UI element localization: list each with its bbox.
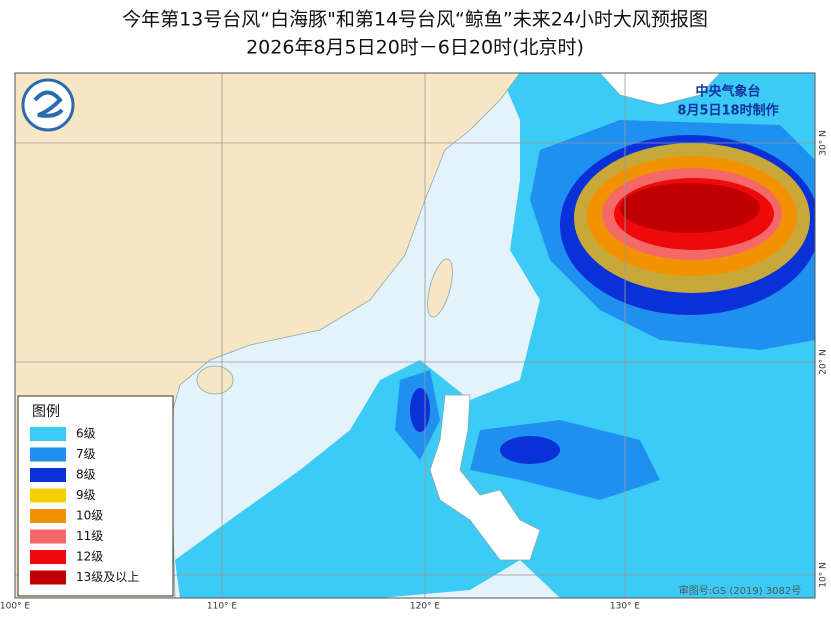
legend-label: 6级 [76,427,96,441]
legend-label: 11级 [76,529,103,543]
legend-swatch [30,447,66,462]
legend-label: 13级及以上 [76,570,139,584]
legend-swatch [30,550,66,564]
issue-time: 8月5日18时制作 [677,103,778,119]
land-taiwan [427,258,453,318]
legend-swatch [30,468,66,482]
cma-logo [21,78,75,132]
latitude-label: 30° N [819,130,829,156]
map-frame [14,72,816,599]
legend: 图例 6级 7级 8级 9级 10级 11级 12级 13级及以上 [17,395,174,597]
latitude-label: 20° N [819,349,829,375]
legend-swatch [30,427,66,441]
map: 中央气象台 8月5日18时制作 审图号:GS (2019) 3082号 图例 6… [0,72,829,612]
legend-title: 图例 [32,404,60,420]
legend-label: 8级 [76,468,96,482]
axis-labels: 100° E 110° E 120° E 130° E 30° N 20° N 10° N [0,130,829,611]
longitude-label: 120° E [410,602,441,612]
land-japan [599,73,721,106]
subtitle: 2026年8月5日20时－6日20时(北京时) [246,37,584,59]
map-credit: 审图号:GS (2019) 3082号 [679,584,802,597]
wind-zone-8 [500,436,560,464]
legend-label: 7级 [76,447,96,461]
cma-logo-mark [33,90,64,118]
wind-zone-8 [410,388,430,432]
graticule [15,73,815,598]
longitude-label: 110° E [207,602,238,612]
legend-swatch [30,570,66,585]
longitude-label: 100° E [0,602,30,612]
legend-swatch [30,509,66,523]
land-hainan [196,365,234,395]
legend-swatch [30,488,66,503]
agency-name: 中央气象台 [695,84,760,100]
longitude-label: 130° E [610,602,641,612]
latitude-label: 10° N [819,562,829,588]
legend-label: 9级 [76,488,96,502]
legend-label: 10级 [76,509,103,523]
wind-zone-13 [620,183,760,233]
title: 今年第13号台风“白海豚"和第14号台风“鲸鱼”未来24小时大风预报图 [122,9,708,31]
legend-label: 12级 [76,550,103,564]
land-philippines [429,394,541,561]
legend-swatch [30,529,66,544]
